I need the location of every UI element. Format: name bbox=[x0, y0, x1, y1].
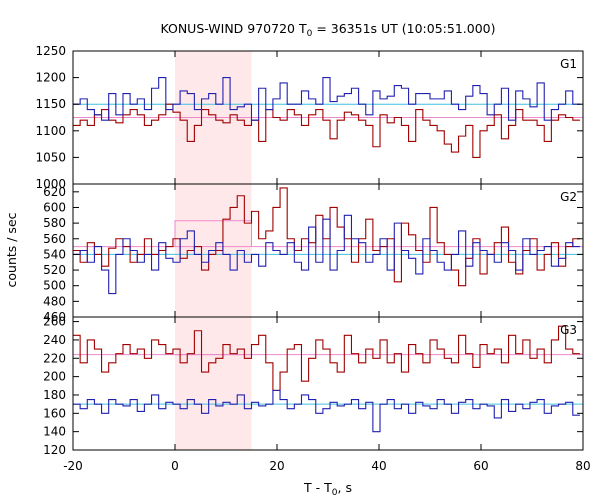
y-tick-label: 580 bbox=[43, 216, 66, 230]
y-tick-label: 120 bbox=[43, 443, 66, 457]
y-tick-label: 480 bbox=[43, 294, 66, 308]
panel-g1: 1000 1050 1100 1150 1200 1250 G1 bbox=[35, 44, 584, 191]
interval-average-step bbox=[174, 220, 252, 247]
y-tick-label: 620 bbox=[43, 185, 66, 199]
panel-frame bbox=[72, 183, 584, 318]
blue-series-line bbox=[73, 389, 580, 433]
y-axis-label: counts / sec bbox=[4, 212, 19, 287]
y-tick-label: 200 bbox=[43, 370, 66, 384]
blue-series-line bbox=[73, 214, 580, 295]
x-tick-label: 40 bbox=[371, 459, 386, 473]
panel-g3: 120 140 160 180 200 220 240 260 G3 bbox=[43, 315, 584, 457]
y-tick-label: 1000 bbox=[35, 177, 66, 191]
red-series-line bbox=[73, 103, 580, 158]
y-tick-label: 1200 bbox=[35, 71, 66, 85]
y-tick-label: 600 bbox=[43, 200, 66, 214]
blue-series-line bbox=[73, 77, 580, 121]
panel-label: G1 bbox=[560, 57, 577, 71]
x-tick-label: -20 bbox=[63, 459, 83, 473]
red-series-line bbox=[73, 325, 580, 391]
y-tick-label: 260 bbox=[43, 315, 66, 329]
y-tick-label: 460 bbox=[43, 310, 66, 324]
y-tick-label: 540 bbox=[43, 247, 66, 261]
x-axis-label: T - T0, s bbox=[303, 480, 352, 498]
x-tick-label: 60 bbox=[473, 459, 488, 473]
highlight-band bbox=[175, 317, 252, 450]
y-tick-label: 560 bbox=[43, 232, 66, 246]
x-tick-label: 20 bbox=[269, 459, 284, 473]
chart-title: KONUS-WIND 970720 T0 = 36351s UT (10:05:… bbox=[160, 21, 495, 39]
y-tick-label: 180 bbox=[43, 388, 66, 402]
y-tick-label: 1150 bbox=[35, 97, 66, 111]
y-tick-label: 500 bbox=[43, 279, 66, 293]
red-series-line bbox=[73, 187, 580, 287]
y-tick-label: 520 bbox=[43, 263, 66, 277]
x-tick-label: 0 bbox=[171, 459, 179, 473]
y-tick-label: 220 bbox=[43, 351, 66, 365]
plot-layer: 100010501100115012001250G146048050052054… bbox=[35, 44, 590, 473]
y-tick-label: 1100 bbox=[35, 124, 66, 138]
panel-label: G3 bbox=[560, 323, 577, 337]
y-tick-label: 140 bbox=[43, 425, 66, 439]
panel-frame bbox=[72, 316, 584, 451]
y-tick-label: 1250 bbox=[35, 44, 66, 58]
y-tick-label: 1050 bbox=[35, 150, 66, 164]
y-tick-label: 240 bbox=[43, 333, 66, 347]
x-tick-label: 80 bbox=[575, 459, 590, 473]
panel-label: G2 bbox=[560, 190, 577, 204]
y-tick-label: 160 bbox=[43, 406, 66, 420]
